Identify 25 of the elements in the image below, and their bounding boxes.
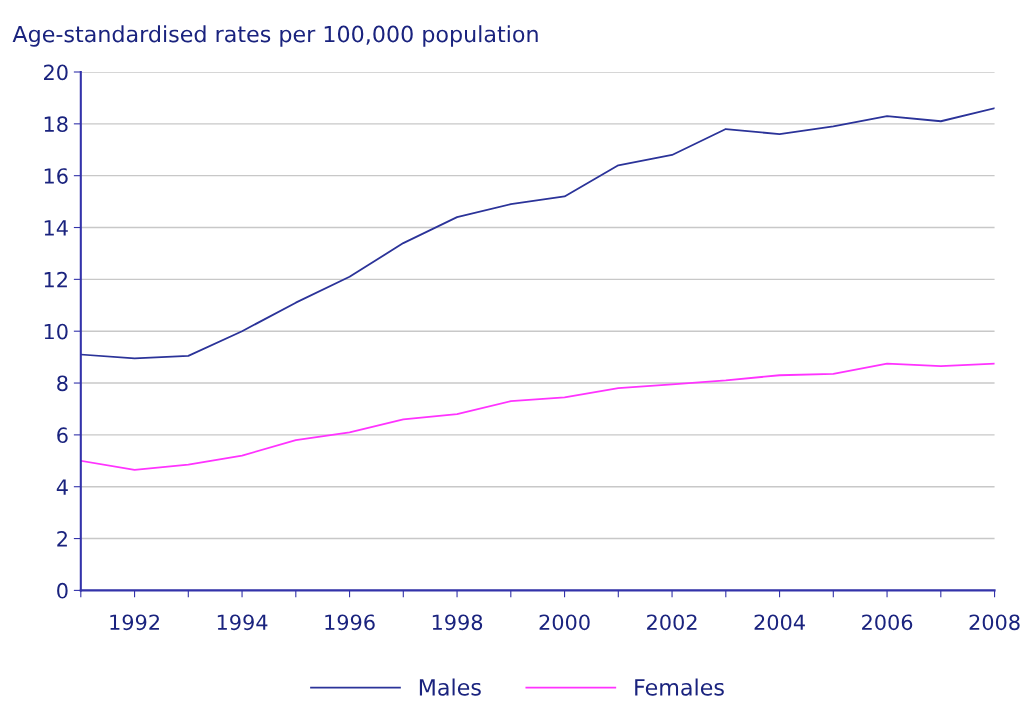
line-series [80, 362, 995, 471]
y-tick-label: 6 [57, 427, 68, 444]
line-series [80, 107, 995, 360]
y-tick-label: 2 [57, 531, 67, 547]
x-tick-label: 1994 [217, 614, 268, 631]
x-tick-label: 1992 [110, 614, 159, 631]
y-tick-label: 0 [57, 582, 68, 599]
x-tick-label: 1998 [432, 614, 483, 631]
x-tick-label: 2000 [539, 614, 590, 631]
x-tick-label: 2004 [754, 614, 805, 631]
y-tick-label: 4 [56, 479, 68, 495]
x-tick-label: 2002 [647, 614, 697, 631]
y-tick-label: 12 [44, 271, 67, 288]
x-tick-label: 2006 [862, 614, 913, 631]
chart-title: Age-standardised rates per 100,000 population [12, 25, 538, 47]
y-tick-label: 20 [44, 64, 68, 81]
x-tick-label: 2008 [969, 614, 1020, 631]
x-tick-label: 1996 [325, 614, 375, 631]
y-tick-label: 14 [44, 220, 68, 236]
y-tick-label: 10 [44, 323, 68, 340]
legend-label: Males [419, 678, 481, 696]
y-tick-label: 18 [44, 116, 68, 133]
legend-label: Females [635, 678, 724, 696]
y-tick-label: 8 [57, 375, 68, 392]
y-tick-label: 16 [44, 168, 68, 184]
